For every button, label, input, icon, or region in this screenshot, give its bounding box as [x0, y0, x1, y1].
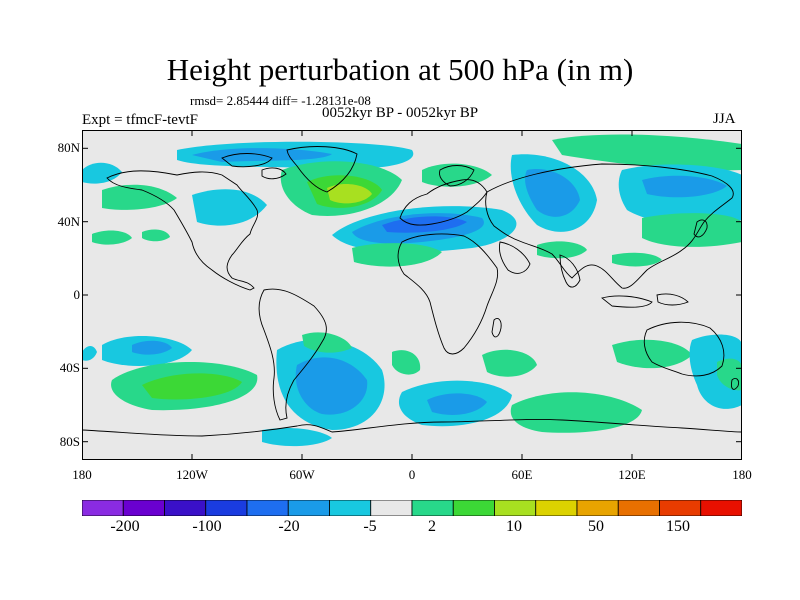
colorbar-swatch — [659, 500, 702, 516]
lon-label-120e: 120E — [618, 467, 646, 482]
colorbar-swatch — [329, 500, 372, 516]
colorbar-swatch — [494, 500, 537, 516]
coastline-new-zealand — [731, 377, 739, 390]
anomaly-region — [132, 340, 172, 355]
colorbar-swatch — [287, 500, 330, 516]
colorbar-label: -5 — [363, 518, 377, 535]
lon-label-60e: 60E — [511, 467, 533, 482]
lat-label-40s: 40S — [59, 360, 80, 375]
colorbar-label: 10 — [506, 518, 522, 535]
colorbar-swatch — [82, 500, 124, 516]
colorbar-swatch — [535, 500, 578, 516]
map-panel — [82, 130, 742, 460]
anomaly-region — [482, 349, 537, 377]
coastline-madagascar — [491, 317, 502, 338]
season-label: JJA — [713, 111, 736, 127]
coastline-arctic-islands — [221, 153, 287, 180]
colorbar-label: 150 — [666, 518, 690, 535]
colorbar-swatch — [122, 500, 165, 516]
colorbar-swatch — [617, 500, 660, 516]
anomaly-region — [142, 373, 242, 400]
stats-label: rmsd= 2.85444 diff= -1.28131e-08 — [190, 93, 371, 108]
coastline-asia — [485, 163, 734, 289]
colorbar-swatch — [164, 500, 207, 516]
coastline-arabia — [499, 241, 531, 274]
anomaly-region — [612, 339, 692, 369]
anomaly-region — [427, 393, 487, 415]
anomaly-fields — [82, 134, 742, 447]
lat-label-0: 0 — [73, 287, 81, 302]
colorbar-label: 50 — [588, 518, 604, 535]
lat-label-40n: 40N — [57, 214, 80, 229]
anomaly-region — [102, 184, 177, 210]
lon-label-0: 0 — [408, 467, 416, 482]
coastline-antarctica — [82, 418, 742, 437]
coastline-africa — [397, 233, 499, 355]
map-ticks — [82, 130, 742, 460]
anomaly-region — [537, 241, 587, 259]
anomaly-region — [142, 229, 170, 242]
plot-title: Height perturbation at 500 hPa (in m) — [166, 52, 634, 87]
experiment-label: Expt = tfmcF-tevtF — [82, 112, 198, 128]
colorbar-swatch — [246, 500, 289, 516]
colorbar-swatch — [411, 500, 454, 516]
anomaly-region — [642, 213, 742, 247]
colorbar-swatch — [576, 500, 619, 516]
anomaly-region — [302, 332, 352, 353]
colorbar-swatch — [452, 500, 495, 516]
period-label: 0052kyr BP - 0052kyr BP — [322, 105, 479, 121]
anomaly-region — [262, 427, 332, 447]
coastline-japan — [693, 219, 708, 238]
anomaly-region — [689, 334, 742, 409]
anomaly-region — [392, 350, 421, 375]
anomaly-region — [82, 346, 97, 361]
colorbar-label: -200 — [110, 518, 140, 535]
anomaly-region — [327, 183, 372, 204]
coastline-indonesia — [601, 293, 689, 308]
anomaly-region — [612, 252, 662, 267]
anomaly-region — [92, 230, 132, 245]
anomaly-region — [642, 175, 727, 198]
anomaly-region — [525, 169, 580, 217]
lat-label-80n: 80N — [57, 140, 80, 155]
anomaly-region — [352, 243, 442, 267]
anomaly-region — [552, 134, 742, 171]
coastline-india — [559, 254, 581, 288]
coastlines — [82, 146, 742, 437]
coastline-south-america — [258, 288, 327, 421]
coastline-greenland — [286, 146, 358, 193]
colorbar-swatch — [205, 500, 248, 516]
coastline-north-america — [106, 170, 259, 291]
colorbar-swatch — [700, 500, 742, 516]
anomaly-region — [82, 162, 122, 184]
colorbar-swatch — [370, 500, 413, 516]
anomaly-region — [717, 358, 742, 391]
lat-label-80s: 80S — [59, 434, 80, 449]
lon-label-180e: 180 — [732, 467, 752, 482]
coastline-australia — [643, 321, 725, 377]
colorbar-label: -100 — [192, 518, 222, 535]
lon-label-60w: 60W — [289, 467, 315, 482]
lon-label-120w: 120W — [176, 467, 208, 482]
colorbar — [82, 500, 742, 516]
colorbar-label: -20 — [278, 518, 300, 535]
colorbar-label: 2 — [428, 518, 436, 535]
coastline-scandinavia — [439, 165, 475, 187]
lon-label-180w: 180 — [72, 467, 92, 482]
anomaly-region — [295, 357, 368, 415]
